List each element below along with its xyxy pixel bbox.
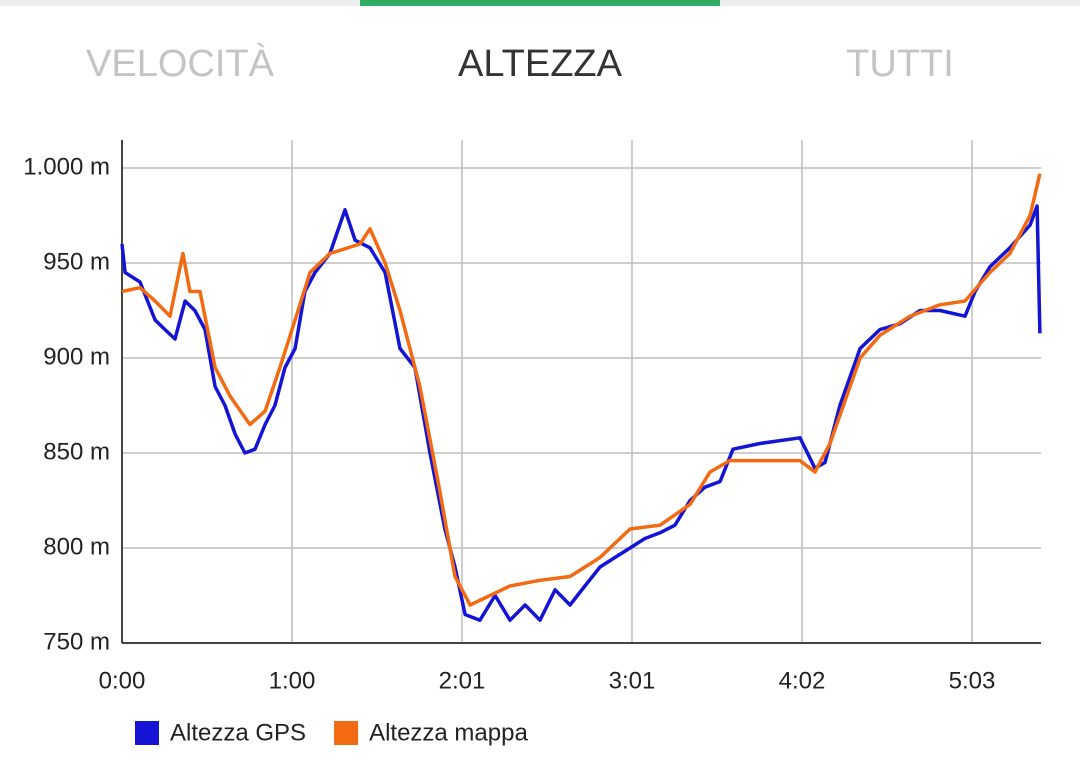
y-tick-label: 750 m (43, 628, 110, 655)
chart: 750 m 800 m 850 m 900 m 950 m 1.000 m 0:00 1:00… (23, 140, 1042, 746)
tab[interactable]: ALTEZZA (458, 43, 623, 85)
legend-swatch (135, 721, 159, 745)
tab[interactable]: TUTTI (846, 43, 954, 85)
x-tick-label: 4:02 (779, 667, 826, 694)
series-line (120, 204, 1042, 622)
x-tick-label: 1:00 (269, 667, 316, 694)
x-tick-label: 2:01 (439, 667, 486, 694)
legend-label: Altezza mappa (369, 719, 528, 746)
legend-swatch (334, 721, 359, 745)
y-tick-label: 800 m (43, 533, 110, 560)
y-tick-label: 900 m (43, 343, 110, 370)
x-tick-label: 0:00 (99, 667, 146, 694)
y-tick-label: 1.000 m (23, 153, 110, 180)
legend-label: Altezza GPS (170, 719, 306, 746)
tab-indicator (360, 0, 720, 6)
y-tick-label: 850 m (43, 438, 110, 465)
tab[interactable]: VELOCITÀ (86, 42, 275, 85)
x-tick-label: 3:01 (609, 667, 656, 694)
y-tick-label: 950 m (43, 248, 110, 275)
series-line (121, 173, 1042, 607)
x-tick-label: 5:03 (949, 667, 996, 694)
